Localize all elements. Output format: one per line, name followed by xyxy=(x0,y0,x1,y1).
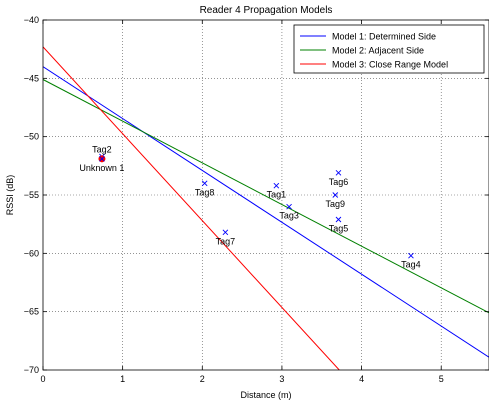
chart-title: Reader 4 Propagation Models xyxy=(200,5,333,16)
marker-stroke xyxy=(408,252,414,259)
model-line xyxy=(43,46,340,370)
y-tick-label: −65 xyxy=(24,307,39,317)
unknown-label: Unknown 1 xyxy=(79,163,124,173)
tag-label: Tag6 xyxy=(329,177,349,187)
marker-stroke xyxy=(273,182,280,189)
marker-stroke xyxy=(286,203,292,210)
tag-point xyxy=(408,252,414,259)
y-tick-label: −60 xyxy=(24,248,39,258)
tag-point xyxy=(335,216,342,223)
model-line xyxy=(43,79,489,314)
y-tick-label: −50 xyxy=(24,132,39,142)
marker-stroke xyxy=(201,180,208,187)
y-tick-label: −40 xyxy=(24,15,39,25)
tag-label: Tag3 xyxy=(279,211,299,221)
legend-label: Model 2: Adjacent Side xyxy=(332,46,424,56)
model-lines xyxy=(43,46,489,370)
x-tick-label: 3 xyxy=(279,374,284,384)
x-tick-label: 2 xyxy=(200,374,205,384)
y-tick-label: −70 xyxy=(24,365,39,375)
marker-stroke xyxy=(335,170,342,176)
y-axis-ticks: −70 −65 −60 −55 −50 −45 −40 xyxy=(24,15,489,375)
tag-label: Tag4 xyxy=(401,260,421,270)
x-tick-label: 4 xyxy=(359,374,364,384)
legend: Model 1: Determined Side Model 2: Adjacen… xyxy=(293,24,485,74)
y-axis-label: RSSI (dB) xyxy=(5,175,15,216)
x-axis-ticks: 0 1 2 3 4 5 xyxy=(40,20,444,384)
tag-point xyxy=(286,203,292,210)
tag-point xyxy=(222,229,229,236)
marker-stroke xyxy=(99,156,105,162)
unknown-cross xyxy=(99,156,105,162)
tag-label: Tag1 xyxy=(267,190,287,200)
legend-label: Model 1: Determined Side xyxy=(332,32,436,42)
tag-point xyxy=(273,182,280,189)
grid-lines xyxy=(43,20,489,370)
tag-label: Tag8 xyxy=(195,187,215,197)
tag-label: Tag5 xyxy=(329,224,349,234)
tag-point xyxy=(201,180,208,187)
y-tick-label: −55 xyxy=(24,190,39,200)
y-tick-label: −45 xyxy=(24,73,39,83)
x-axis-label: Distance (m) xyxy=(240,390,291,400)
marker-stroke xyxy=(222,229,229,236)
tag-point xyxy=(335,170,342,176)
tag-label: Tag7 xyxy=(216,236,236,246)
marker-stroke xyxy=(335,216,342,223)
tag-label: Tag9 xyxy=(326,199,346,209)
tag-point xyxy=(332,192,339,198)
model-line xyxy=(43,66,489,358)
legend-label: Model 3: Close Range Model xyxy=(332,60,448,70)
legend-box xyxy=(293,24,485,74)
marker-stroke xyxy=(332,192,339,198)
x-tick-label: 0 xyxy=(40,374,45,384)
tag-points: Tag1 Tag2 Tag3 Tag4 Tag5 Tag6 Tag7 Tag8 Tag9 Unkn… xyxy=(79,145,420,270)
x-tick-label: 5 xyxy=(439,374,444,384)
x-tick-label: 1 xyxy=(120,374,125,384)
tag-label: Tag2 xyxy=(92,145,112,155)
